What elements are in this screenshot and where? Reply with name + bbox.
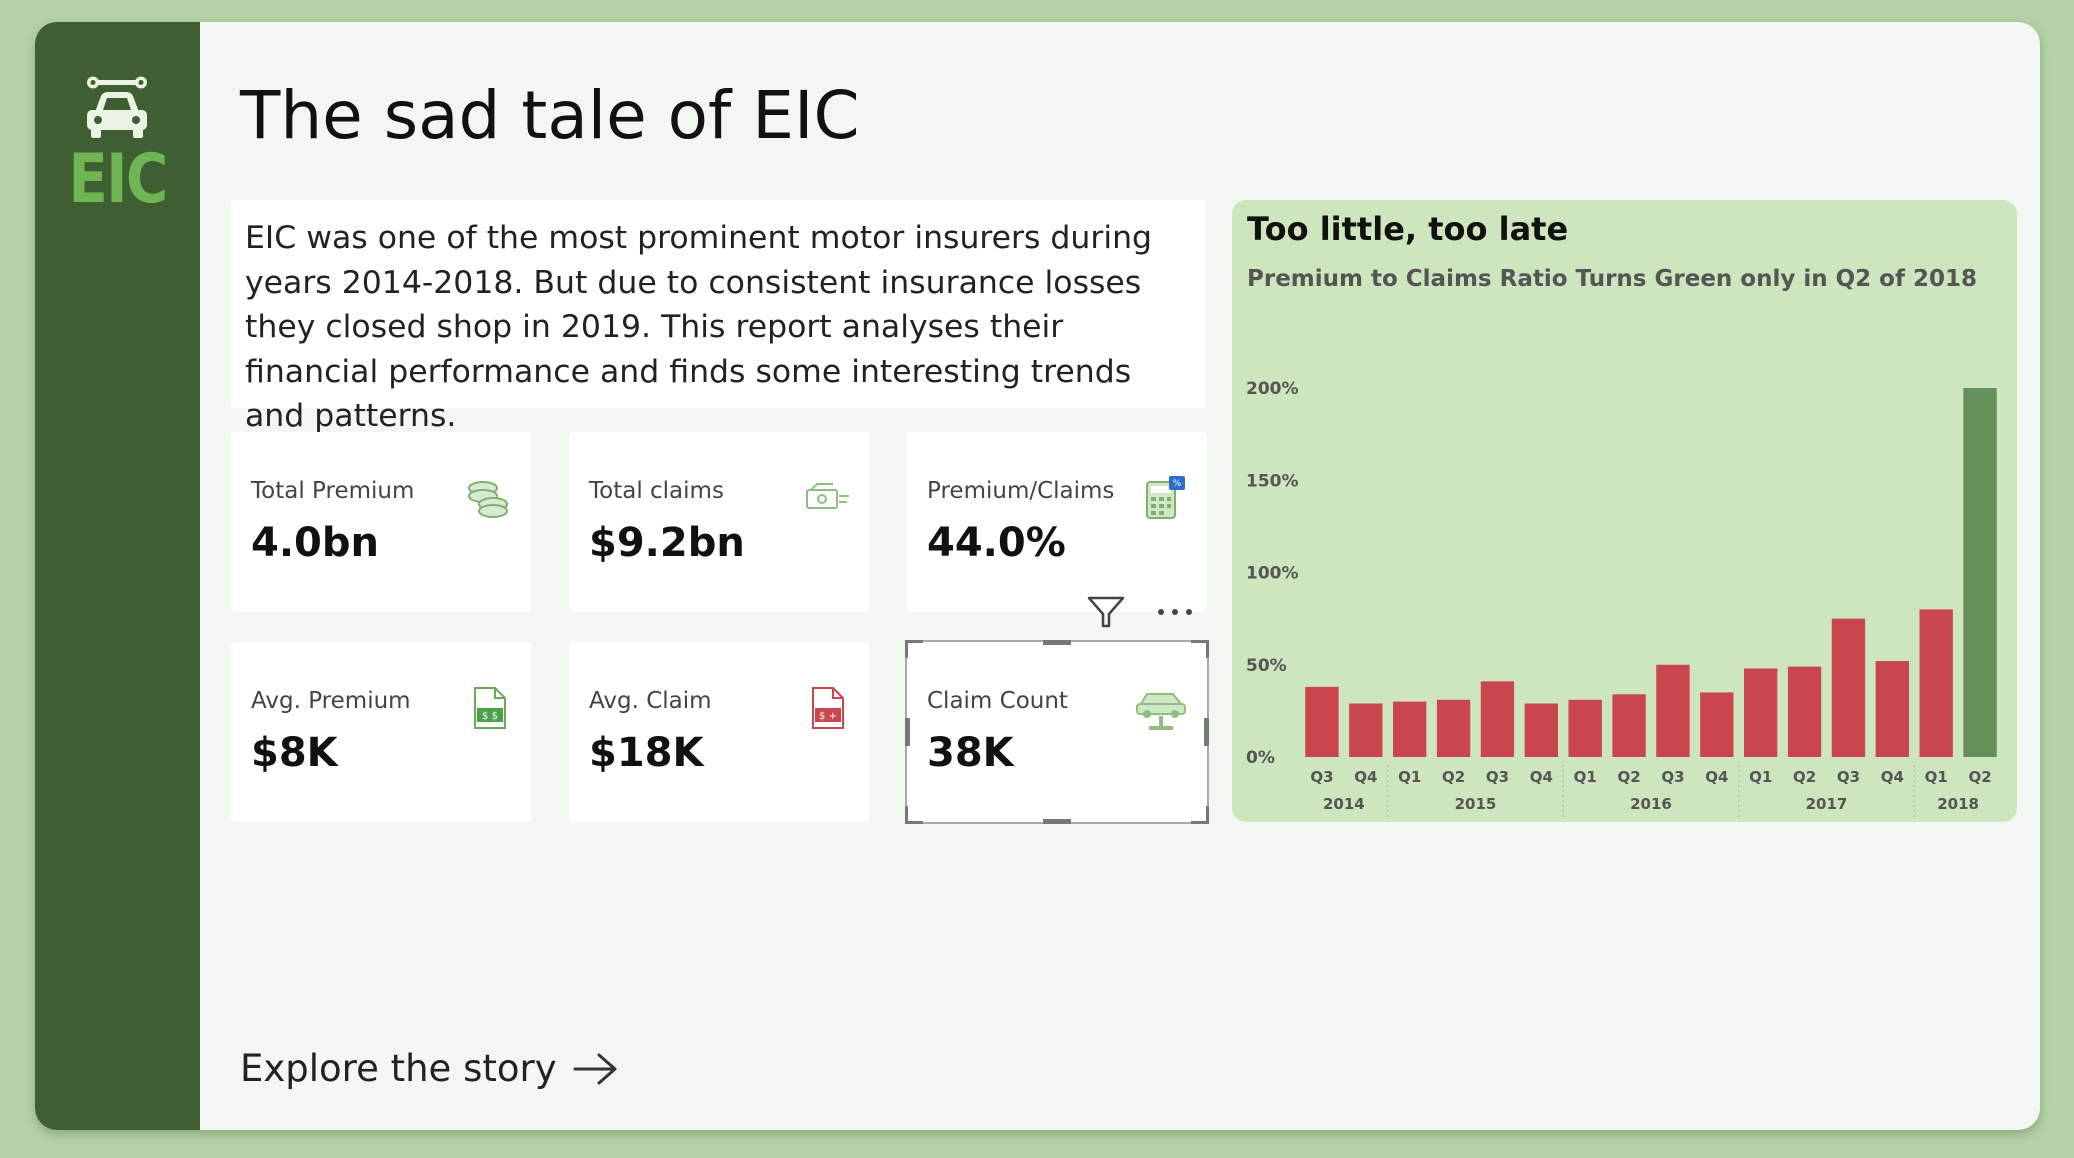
bar: [1831, 618, 1866, 757]
bar: [1349, 703, 1383, 757]
x-tick-label: Q3: [1661, 768, 1684, 786]
x-tick-label: Q1: [1398, 768, 1421, 786]
x-tick-label: Q4: [1705, 768, 1728, 786]
x-tick-label: Q3: [1310, 768, 1333, 786]
resize-handle[interactable]: [905, 821, 923, 824]
report-canvas: EIC The sad tale of EIC EIC was one of t…: [35, 22, 2040, 1130]
y-tick-label: 150%: [1246, 471, 1299, 491]
kpi-value: 4.0bn: [251, 520, 379, 566]
svg-text:$ +: $ +: [819, 711, 837, 722]
explore-story-link[interactable]: Explore the story: [240, 1047, 621, 1090]
bar: [1568, 699, 1602, 757]
resize-handle[interactable]: [1043, 819, 1071, 824]
resize-handle[interactable]: [1043, 640, 1071, 645]
bar: [1744, 668, 1778, 757]
document-dollar-icon: $ $: [474, 687, 506, 729]
kpi-label: Avg. Premium: [251, 688, 411, 714]
filter-icon[interactable]: [1085, 594, 1127, 630]
resize-handle[interactable]: [1191, 640, 1209, 643]
kpi-card-claim-count[interactable]: Claim Count 38K: [905, 640, 1209, 824]
resize-handle[interactable]: [1191, 821, 1209, 824]
x-tick-label: Q3: [1486, 768, 1509, 786]
x-tick-label: Q3: [1837, 768, 1860, 786]
page-title: The sad tale of EIC: [240, 77, 860, 154]
brand-logo-text: EIC: [68, 140, 168, 219]
kpi-card-total-claims[interactable]: Total claims $9.2bn: [569, 432, 869, 612]
chart-title: Too little, too late: [1247, 210, 1569, 248]
kpi-value: $8K: [251, 730, 338, 776]
car-repair-icon: [87, 76, 147, 138]
visual-header-toolbar: [1085, 592, 1215, 632]
y-tick-label: 50%: [1246, 656, 1287, 676]
svg-text:%: %: [1173, 479, 1182, 489]
kpi-value: 38K: [927, 730, 1014, 776]
bar: [1524, 703, 1558, 757]
resize-handle[interactable]: [905, 640, 908, 658]
kpi-label: Avg. Claim: [589, 688, 712, 714]
bar: [1612, 694, 1646, 757]
year-label: 2015: [1455, 795, 1497, 813]
kpi-label: Total Premium: [251, 478, 415, 504]
x-tick-label: Q1: [1925, 768, 1948, 786]
chart-subtitle: Premium to Claims Ratio Turns Green only…: [1247, 266, 1978, 292]
document-dollar-red-icon: $ +: [812, 687, 844, 729]
bar: [1919, 609, 1953, 757]
x-tick-label: Q1: [1749, 768, 1772, 786]
y-tick-label: 0%: [1246, 748, 1275, 768]
kpi-value: $9.2bn: [589, 520, 745, 566]
arrow-right-icon: [573, 1053, 617, 1084]
car-lift-icon: [1136, 693, 1186, 730]
year-label: 2018: [1937, 795, 1979, 813]
x-tick-label: Q4: [1530, 768, 1553, 786]
bar: [1875, 661, 1909, 757]
year-label: 2014: [1323, 795, 1365, 813]
x-tick-label: Q2: [1442, 768, 1465, 786]
y-tick-label: 200%: [1246, 379, 1299, 399]
kpi-value: 44.0%: [927, 520, 1066, 566]
kpi-value: $18K: [589, 730, 704, 776]
bar: [1787, 666, 1822, 757]
resize-handle[interactable]: [905, 806, 908, 824]
bar: [1305, 686, 1339, 757]
bar: [1656, 664, 1690, 757]
resize-handle[interactable]: [1206, 806, 1209, 824]
bar: [1393, 701, 1427, 757]
x-tick-label: Q2: [1617, 768, 1640, 786]
explore-story-label: Explore the story: [240, 1047, 557, 1090]
kpi-card-premium-claims[interactable]: Premium/Claims 44.0% %: [907, 432, 1207, 612]
resize-handle[interactable]: [905, 718, 910, 746]
kpi-card-avg-premium[interactable]: Avg. Premium $8K $ $: [231, 642, 531, 822]
calculator-icon: %: [1146, 476, 1185, 519]
x-tick-label: Q1: [1574, 768, 1597, 786]
year-label: 2017: [1806, 795, 1848, 813]
bar: [1963, 388, 1997, 757]
kpi-card-total-premium[interactable]: Total Premium 4.0bn: [231, 432, 531, 612]
x-tick-label: Q2: [1968, 768, 1991, 786]
bar: [1436, 699, 1471, 757]
cash-icon: [806, 483, 849, 509]
resize-handle[interactable]: [905, 640, 923, 643]
svg-text:$ $: $ $: [482, 711, 498, 722]
kpi-card-avg-claim[interactable]: Avg. Claim $18K $ +: [569, 642, 869, 822]
x-tick-label: Q4: [1354, 768, 1377, 786]
x-tick-label: Q2: [1793, 768, 1816, 786]
kpi-label: Total claims: [589, 478, 724, 504]
x-tick-label: Q4: [1881, 768, 1904, 786]
sidebar: EIC: [35, 22, 200, 1130]
kpi-label: Premium/Claims: [927, 478, 1115, 504]
bar: [1480, 681, 1515, 757]
bar: [1700, 692, 1734, 757]
chart-plot: 0% 50% 100% 150% 200% Q3 Q4 Q1 Q2 Q3 Q4 Q1 Q2 Q3 Q4 Q1 Q…: [1246, 379, 1997, 817]
y-tick-label: 100%: [1246, 564, 1299, 584]
resize-handle[interactable]: [1204, 718, 1209, 746]
more-options-icon[interactable]: [1153, 594, 1197, 630]
resize-handle[interactable]: [1206, 640, 1209, 658]
kpi-label: Claim Count: [927, 688, 1068, 714]
intro-text-box: EIC was one of the most prominent motor …: [231, 200, 1205, 434]
year-label: 2016: [1630, 795, 1672, 813]
premium-claims-ratio-chart[interactable]: Too little, too late Premium to Claims R…: [1232, 200, 2017, 822]
coins-icon: [468, 481, 508, 518]
